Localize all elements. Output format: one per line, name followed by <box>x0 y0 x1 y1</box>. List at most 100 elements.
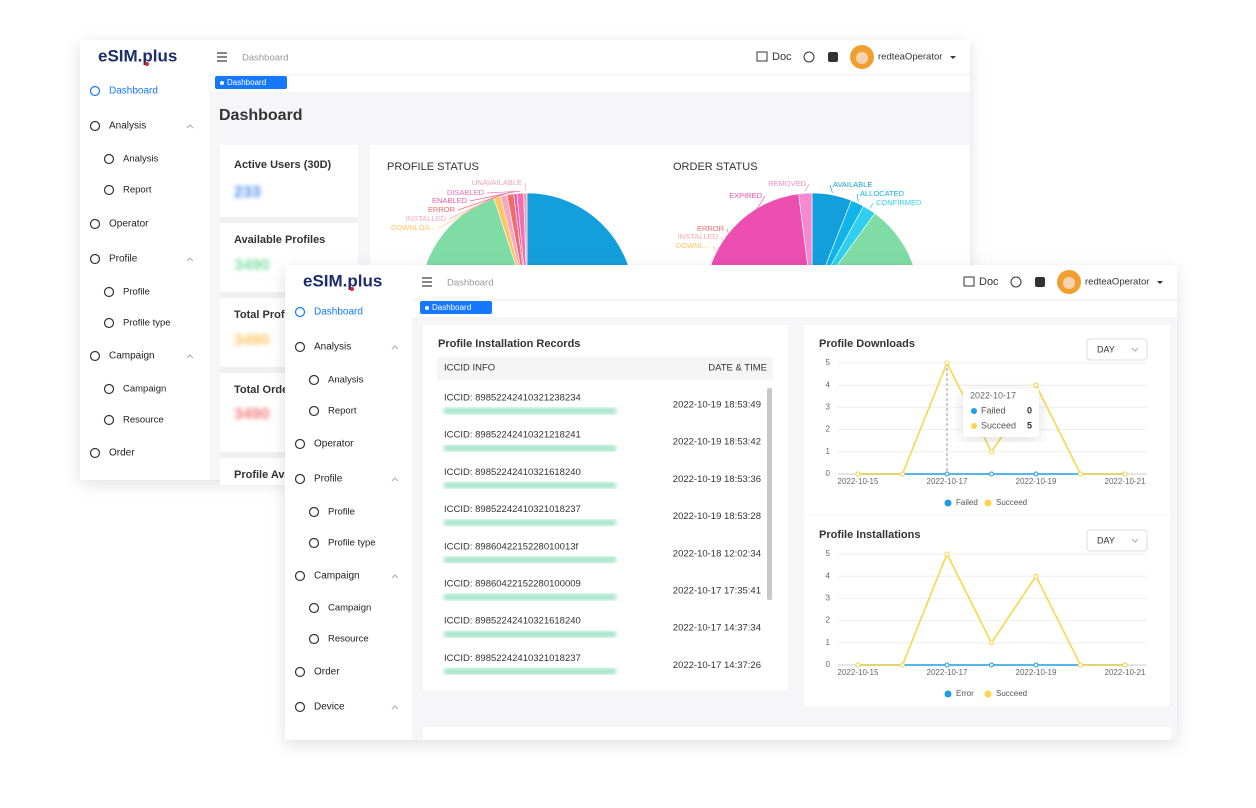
nav-item[interactable]: Campaign <box>109 351 155 362</box>
tab-label[interactable]: Dashboard <box>227 78 266 87</box>
tooltip-value: 5 <box>1027 420 1032 430</box>
mode-icon <box>828 52 838 62</box>
y-tick-label: 5 <box>826 549 831 558</box>
page-title: Dashboard <box>219 107 303 124</box>
logo: eSIM.plus <box>303 271 382 290</box>
tooltip-label: Failed <box>981 405 1006 415</box>
point <box>901 663 905 667</box>
date-time: 2022-10-19 18:53:28 <box>673 511 761 522</box>
tooltip-value: 0 <box>1027 405 1032 415</box>
avatar-face <box>856 52 868 64</box>
stat-value: 233 <box>234 184 261 201</box>
pie-label: AVAILABLE <box>833 180 872 189</box>
mode-icon <box>1035 277 1045 287</box>
nav-item[interactable]: Analysis <box>314 342 351 353</box>
nav-item[interactable]: Order <box>314 667 340 678</box>
date-time: 2022-10-17 17:35:41 <box>673 586 761 597</box>
nav-item[interactable]: Order <box>109 448 135 459</box>
dropdown-label: DAY <box>1097 535 1115 545</box>
user-name[interactable]: redteaOperator <box>878 52 942 63</box>
breadcrumb[interactable]: Dashboard <box>447 278 493 289</box>
y-tick-label: 1 <box>826 638 831 647</box>
nav-item[interactable]: Analysis <box>123 154 159 165</box>
chart-title: ORDER STATUS <box>673 161 758 173</box>
y-tick-label: 1 <box>826 447 831 456</box>
point <box>945 552 949 556</box>
pie-label: ENABLED <box>432 196 468 205</box>
stat-title: Total Profi <box>234 309 288 321</box>
column-header: DATE & TIME <box>708 363 767 374</box>
pie-label: DISABLED <box>447 188 485 197</box>
pie-label: ERROR <box>697 224 725 233</box>
legend-label[interactable]: Succeed <box>996 689 1027 698</box>
x-tick-label: 2022-10-21 <box>1105 477 1146 486</box>
card-title: Profile Downloads <box>819 338 915 350</box>
iccid: ICCID: 8986042215228010013f <box>444 541 579 552</box>
point <box>1034 383 1038 387</box>
x-tick-label: 2022-10-19 <box>1016 668 1057 677</box>
nav-item[interactable]: Profile <box>123 287 150 298</box>
legend-label[interactable]: Error <box>956 689 974 698</box>
breadcrumb[interactable]: Dashboard <box>242 53 288 64</box>
doc-link[interactable]: Doc <box>772 51 792 63</box>
nav-item[interactable]: Profile <box>314 474 343 485</box>
user-name[interactable]: redteaOperator <box>1085 277 1149 288</box>
nav-item[interactable]: Profile type <box>328 538 376 549</box>
doc-link[interactable]: Doc <box>979 276 999 288</box>
y-tick-label: 4 <box>826 571 831 580</box>
nav-item[interactable]: Profile <box>328 507 355 518</box>
point <box>990 450 994 454</box>
nav-item[interactable]: Dashboard <box>109 86 158 97</box>
nav-item[interactable]: Profile <box>109 254 138 265</box>
point <box>901 472 905 476</box>
tooltip-title: 2022-10-17 <box>970 390 1016 400</box>
tab-label[interactable]: Dashboard <box>432 303 471 312</box>
y-tick-label: 0 <box>826 660 831 669</box>
pie-label: EXPIRED <box>729 191 763 200</box>
nav-item[interactable]: Device <box>314 702 345 713</box>
dropdown-label: DAY <box>1097 344 1115 354</box>
nav-item[interactable]: Resource <box>123 415 164 426</box>
nav-item[interactable]: Operator <box>314 439 354 450</box>
date-time: 2022-10-19 18:53:49 <box>673 400 761 411</box>
nav-item[interactable]: Campaign <box>328 603 371 614</box>
blurred-detail <box>444 557 616 563</box>
dropdown <box>1087 339 1147 360</box>
blurred-detail <box>444 668 616 674</box>
nav-item[interactable]: Report <box>123 185 152 196</box>
tooltip-label: Succeed <box>981 420 1016 430</box>
point <box>990 472 994 476</box>
legend-swatch <box>985 500 992 507</box>
nav-item[interactable]: Report <box>328 406 357 417</box>
nav-item[interactable]: Resource <box>328 634 369 645</box>
nav-item[interactable]: Dashboard <box>314 307 363 318</box>
card-title: Profile Installation Records <box>438 338 580 350</box>
nav-item[interactable]: Campaign <box>123 384 166 395</box>
nav-item[interactable]: Campaign <box>314 571 360 582</box>
point <box>990 641 994 645</box>
scrollbar <box>767 388 772 600</box>
nav-item[interactable]: Profile type <box>123 318 171 329</box>
legend-label[interactable]: Succeed <box>996 498 1027 507</box>
pie-label: INSTALLED <box>406 214 447 223</box>
iccid: ICCID: 89852242410321018237 <box>444 653 581 664</box>
stat-value: 3490 <box>234 406 270 423</box>
pie-label: ERROR <box>428 205 456 214</box>
legend-swatch <box>985 691 992 698</box>
legend-swatch <box>945 500 952 507</box>
iccid: ICCID: 89852242410321618240 <box>444 467 581 478</box>
date-time: 2022-10-17 14:37:34 <box>673 623 761 634</box>
point <box>1079 663 1083 667</box>
tooltip-swatch <box>971 423 977 429</box>
pie-label: CONFIRMED <box>876 198 922 207</box>
legend-label[interactable]: Failed <box>956 498 978 507</box>
blurred-detail <box>444 594 616 600</box>
date-time: 2022-10-18 12:02:34 <box>673 548 761 559</box>
point <box>856 663 860 667</box>
nav-item[interactable]: Analysis <box>109 121 146 132</box>
iccid: ICCID: 89852242410321218241 <box>444 430 581 441</box>
blurred-detail <box>444 631 616 637</box>
nav-item[interactable]: Operator <box>109 219 149 230</box>
nav-item[interactable]: Analysis <box>328 375 364 386</box>
